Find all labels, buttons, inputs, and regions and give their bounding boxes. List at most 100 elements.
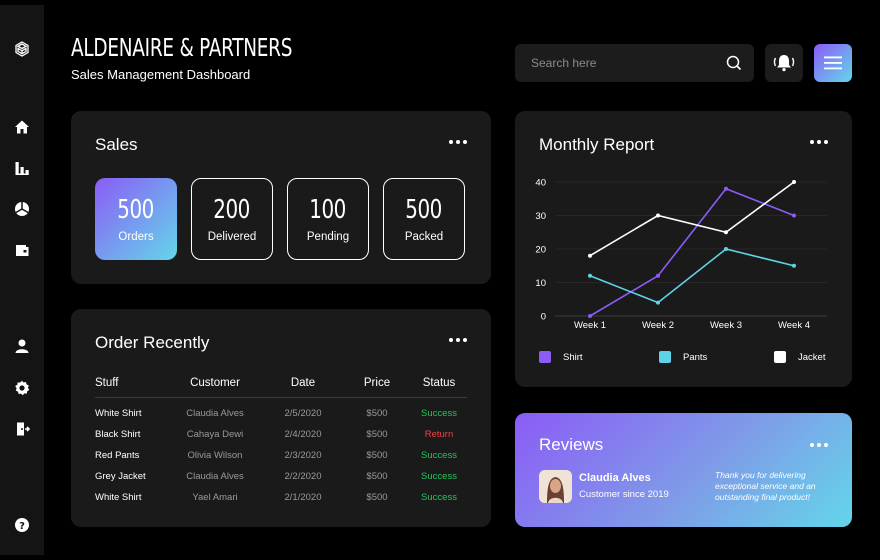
menu-button[interactable] <box>814 44 852 82</box>
line-chart: 0 10 20 30 40 Week 1 Week 2 Week 3 Week 4 <box>535 178 827 331</box>
legend-item-shirt[interactable]: Shirt <box>539 351 583 363</box>
bell-icon <box>772 53 796 73</box>
legend-item-jacket[interactable]: Jacket <box>774 351 825 363</box>
cell-status: Success <box>421 471 457 482</box>
logout-icon[interactable] <box>12 419 32 439</box>
review-quote: Thank you for delivering exceptional ser… <box>715 470 816 502</box>
cell-price: $500 <box>366 450 388 461</box>
column-header[interactable]: Price <box>343 373 411 398</box>
data-point-pants <box>724 247 728 251</box>
data-point-shirt <box>588 314 592 318</box>
data-point-shirt <box>792 213 796 218</box>
table-row[interactable]: Black Shirt Cahaya Dewi 2/4/2020 $500 Re… <box>95 424 467 445</box>
cell-price: $500 <box>366 429 388 440</box>
cell-date: 2/3/2020 <box>284 450 322 461</box>
legend-swatch <box>539 351 551 363</box>
cell-date: 2/5/2020 <box>284 408 322 420</box>
y-tick-label: 20 <box>535 245 546 256</box>
legend-label: Pants <box>683 351 708 363</box>
data-point-pants <box>792 263 796 268</box>
column-header[interactable]: Status <box>411 373 467 398</box>
cell-customer: Yael Amari <box>192 492 238 503</box>
cell-price: $500 <box>366 492 388 503</box>
cell-status: Return <box>424 429 454 440</box>
cell-status: Success <box>421 408 457 420</box>
x-tick-label: Week 4 <box>778 320 810 331</box>
table-row[interactable]: White Shirt Yael Amari 2/1/2020 $500 Suc… <box>95 487 467 508</box>
stat-packed: 500 Packed <box>383 178 465 260</box>
monthly-report-title: Monthly Report <box>539 135 655 154</box>
cell-stuff: White Shirt <box>95 492 142 503</box>
legend-label: Jacket <box>798 351 826 363</box>
stat-pending: 100 Pending <box>287 178 369 260</box>
cell-customer: Claudia Alves <box>186 471 244 482</box>
cell-customer: Olivia Wilson <box>187 450 243 461</box>
cell-date: 2/1/2020 <box>284 492 322 503</box>
pie-chart-icon[interactable] <box>12 199 32 219</box>
y-tick-label: 10 <box>535 278 546 289</box>
stat-value: 500 <box>405 195 443 225</box>
more-options-icon[interactable] <box>449 140 467 144</box>
svg-text:?: ? <box>19 521 25 532</box>
stat-delivered: 200 Delivered <box>191 178 273 260</box>
cell-customer: Claudia Alves <box>186 408 244 420</box>
cell-stuff: Black Shirt <box>95 429 141 440</box>
cell-status: Success <box>421 492 457 503</box>
cell-stuff: White Shirt <box>95 408 142 420</box>
legend-label: Shirt <box>563 351 583 363</box>
reviews-title: Reviews <box>539 435 604 454</box>
gear-icon[interactable] <box>12 378 32 398</box>
cell-status: Success <box>421 450 457 461</box>
data-point-shirt <box>656 273 660 278</box>
series-line-jacket <box>589 181 795 257</box>
column-header[interactable]: Customer <box>167 373 263 398</box>
stat-label: Packed <box>404 231 444 243</box>
search-icon[interactable] <box>726 55 742 71</box>
help-icon[interactable]: ? <box>12 515 32 535</box>
sales-title: Sales <box>95 135 138 154</box>
more-options-icon[interactable] <box>810 443 828 447</box>
stat-value: 200 <box>213 195 251 225</box>
series-line-shirt <box>589 187 795 317</box>
table-row[interactable]: Red Pants Olivia Wilson 2/3/2020 $500 Su… <box>95 445 467 466</box>
home-icon[interactable] <box>12 117 32 137</box>
cell-customer: Cahaya Dewi <box>186 429 244 440</box>
legend-swatch <box>774 351 786 363</box>
stat-label: Delivered <box>207 231 257 243</box>
legend-item-pants[interactable]: Pants <box>659 351 707 363</box>
table-row[interactable]: White Shirt Claudia Alves 2/5/2020 $500 … <box>95 397 467 424</box>
y-tick-label: 40 <box>535 178 546 189</box>
more-options-icon[interactable] <box>810 140 828 144</box>
data-point-jacket <box>792 180 796 184</box>
data-point-pants <box>588 273 592 278</box>
bar-chart-icon[interactable] <box>12 158 32 178</box>
sales-card: Sales 500 Orders 200 Delivered 100 Pendi… <box>71 111 491 284</box>
more-options-icon[interactable] <box>449 338 467 342</box>
wallet-icon[interactable] <box>12 240 32 260</box>
x-tick-label: Week 2 <box>642 320 674 331</box>
user-icon[interactable] <box>12 336 32 356</box>
y-tick-label: 30 <box>535 211 546 222</box>
notification-button[interactable] <box>765 44 803 82</box>
table-row[interactable]: Grey Jacket Claudia Alves 2/2/2020 $500 … <box>95 466 467 487</box>
stat-orders: 500 Orders <box>95 178 177 260</box>
data-point-jacket <box>588 253 592 258</box>
column-header[interactable]: Date <box>263 373 343 398</box>
y-tick-label: 0 <box>541 312 546 323</box>
column-header[interactable]: Stuff <box>95 373 167 398</box>
search-input[interactable] <box>515 44 715 82</box>
orders-card: Order Recently Stuff Customer Date Price… <box>71 309 491 527</box>
x-tick-label: Week 3 <box>710 320 742 331</box>
search-bar <box>515 44 754 82</box>
data-point-jacket <box>724 230 728 235</box>
logo-icon[interactable] <box>12 39 32 59</box>
reviewer-since: Customer since 2019 <box>579 489 669 500</box>
orders-title: Order Recently <box>95 333 210 352</box>
data-point-pants <box>656 300 660 305</box>
app-subtitle: Sales Management Dashboard <box>71 67 251 82</box>
sidebar: ? <box>0 5 44 555</box>
stat-label: Pending <box>306 231 350 243</box>
orders-table: Stuff Customer Date Price Status White S… <box>95 373 467 508</box>
stat-value: 500 <box>117 195 155 225</box>
cell-date: 2/4/2020 <box>284 429 322 440</box>
